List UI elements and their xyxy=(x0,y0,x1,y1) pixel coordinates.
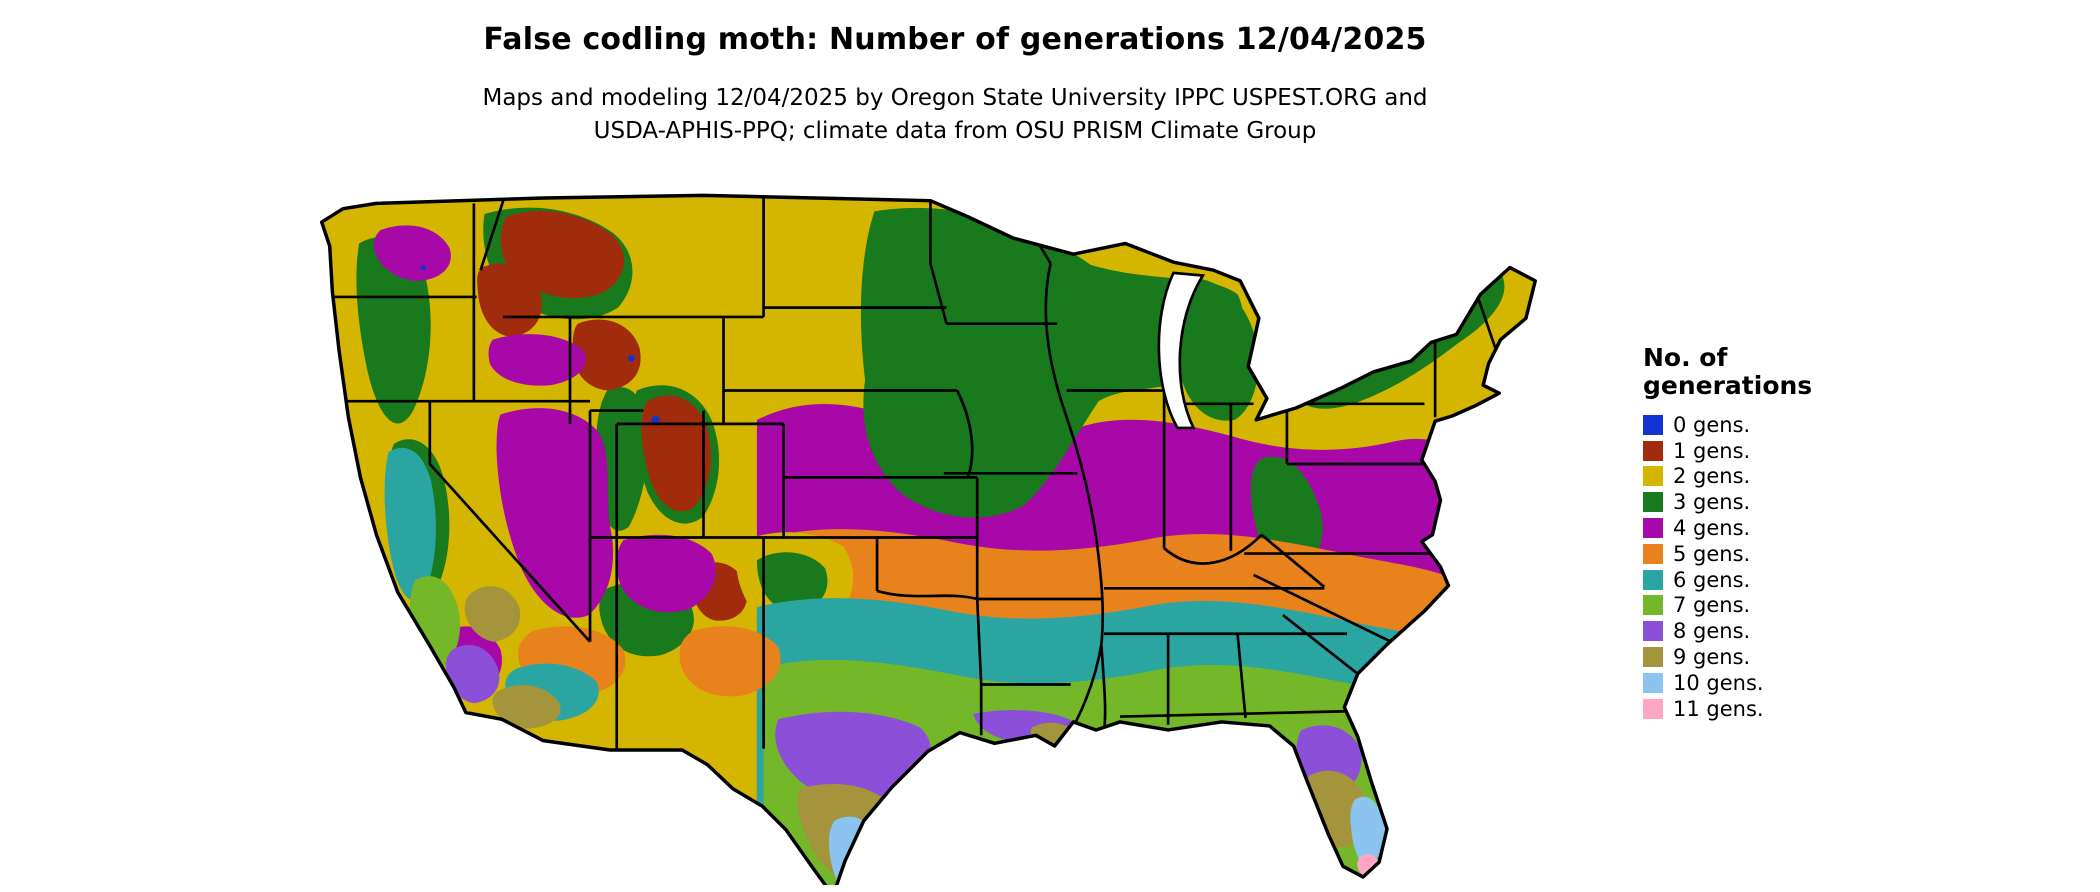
zone-8-gens xyxy=(445,645,500,704)
zone-4-gens xyxy=(488,334,586,386)
zone-0-gens xyxy=(420,264,426,271)
zone-5-gens xyxy=(679,626,781,697)
legend-swatch xyxy=(1643,518,1663,539)
map-title: False codling moth: Number of generation… xyxy=(483,22,1427,57)
legend-item-label: 5 gens. xyxy=(1673,541,1751,566)
legend-swatch xyxy=(1643,621,1663,642)
legend-item-7-gens: 7 gens. xyxy=(1643,593,1863,619)
zone-10-gens xyxy=(829,816,882,885)
legend-item-label: 3 gens. xyxy=(1673,490,1751,515)
legend-item-9-gens: 9 gens. xyxy=(1643,644,1863,670)
legend-item-label: 2 gens. xyxy=(1673,464,1751,489)
zone-1-gens xyxy=(477,263,542,338)
zone-3-gens xyxy=(356,237,431,424)
legend-item-label: 4 gens. xyxy=(1673,516,1751,541)
legend-swatch xyxy=(1643,466,1663,487)
us-generations-map xyxy=(319,193,1537,885)
legend-item-label: 11 gens. xyxy=(1673,696,1764,721)
legend-item-label: 1 gens. xyxy=(1673,438,1751,463)
legend-swatch xyxy=(1643,543,1663,564)
state-borders xyxy=(323,196,1497,749)
legend-item-11-gens: 11 gens. xyxy=(1643,696,1863,722)
zone-4-gens xyxy=(616,534,716,613)
legend-title: No. of generations xyxy=(1643,344,1863,400)
legend-item-label: 8 gens. xyxy=(1673,619,1751,644)
zone-9-gens xyxy=(492,684,561,729)
legend-item-label: 6 gens. xyxy=(1673,567,1751,592)
legend-item-label: 7 gens. xyxy=(1673,593,1751,618)
zone-1-gens xyxy=(500,210,625,299)
zone-3-gens xyxy=(756,552,828,613)
legend-swatch xyxy=(1643,440,1663,461)
legend-item-label: 0 gens. xyxy=(1673,412,1751,437)
legend-swatch xyxy=(1643,647,1663,668)
legend-item-3-gens: 3 gens. xyxy=(1643,489,1863,515)
subtitle-line1: Maps and modeling 12/04/2025 by Oregon S… xyxy=(482,85,1428,111)
legend-item-8-gens: 8 gens. xyxy=(1643,618,1863,644)
subtitle-line2: USDA-APHIS-PPQ; climate data from OSU PR… xyxy=(593,118,1317,144)
legend-title-line2: generations xyxy=(1643,371,1813,400)
zone-1-gens xyxy=(572,319,641,391)
legend-swatch xyxy=(1643,492,1663,513)
legend-item-label: 10 gens. xyxy=(1673,670,1764,695)
lake-michigan xyxy=(1157,271,1206,430)
legend-item-10-gens: 10 gens. xyxy=(1643,670,1863,696)
legend-swatch xyxy=(1643,698,1663,719)
legend-swatch xyxy=(1643,672,1663,693)
legend-item-2-gens: 2 gens. xyxy=(1643,464,1863,490)
zone-6-gens xyxy=(384,447,436,601)
legend-swatch xyxy=(1643,595,1663,616)
zone-4-gens xyxy=(496,408,614,618)
legend-items: 0 gens. 1 gens. 2 gens. 3 gens. 4 gens. 5 gen… xyxy=(1643,412,1863,722)
legend-item-1-gens: 1 gens. xyxy=(1643,438,1863,464)
legend-item-0-gens: 0 gens. xyxy=(1643,412,1863,438)
zone-8-gens xyxy=(775,711,932,806)
legend-item-4-gens: 4 gens. xyxy=(1643,515,1863,541)
zone-0-gens xyxy=(651,415,660,424)
legend: No. of generations 0 gens. 1 gens. 2 gens.… xyxy=(1643,344,1863,722)
zone-0-gens xyxy=(628,355,635,362)
legend-item-5-gens: 5 gens. xyxy=(1643,541,1863,567)
us-outline xyxy=(319,193,1537,885)
zone-9-gens xyxy=(464,586,521,642)
map-subtitle: Maps and modeling 12/04/2025 by Oregon S… xyxy=(0,82,1910,148)
zone-4-gens xyxy=(373,225,451,281)
zone-3-gens xyxy=(1170,277,1259,421)
legend-swatch xyxy=(1643,569,1663,590)
zone-10-gens xyxy=(1350,796,1385,867)
legend-item-6-gens: 6 gens. xyxy=(1643,567,1863,593)
legend-item-label: 9 gens. xyxy=(1673,645,1751,670)
map-figure xyxy=(303,190,1598,885)
legend-title-line1: No. of xyxy=(1643,343,1728,372)
legend-swatch xyxy=(1643,414,1663,435)
